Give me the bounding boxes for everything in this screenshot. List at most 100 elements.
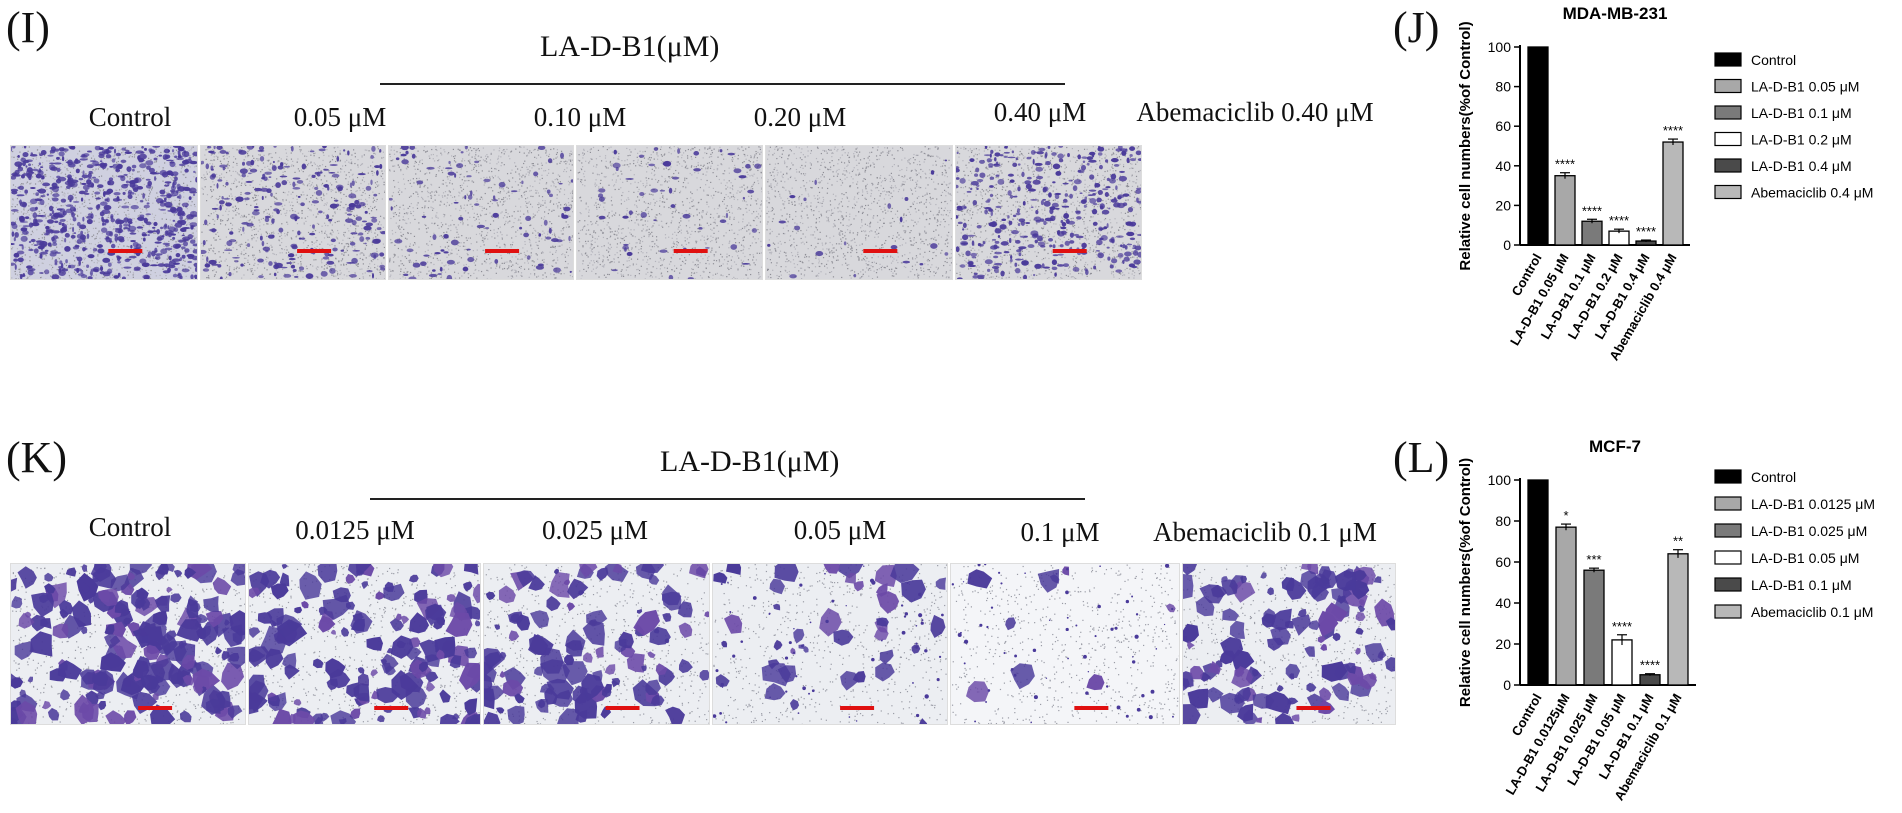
column-label-i-0: Control	[88, 102, 172, 132]
column-label-i-1: 0.05 μM	[293, 102, 387, 132]
y-tick-label: 0	[1503, 237, 1511, 253]
legend-swatch-4	[1714, 577, 1742, 592]
group-title-i: LA-D-B1(μM)	[540, 30, 720, 63]
scale-bar	[108, 249, 143, 253]
column-label-i-4: 0.40 μM	[993, 97, 1087, 127]
bar-3	[1608, 230, 1630, 246]
y-tick-label: 100	[1488, 472, 1512, 488]
bar-chart-mda-mb-231: MDA-MB-231 Relative cell numbers(%of Cont…	[1457, 4, 1873, 363]
group-title-k: LA-D-B1(μM)	[660, 445, 840, 478]
micrograph-i-2	[388, 145, 574, 280]
scale-bar	[1074, 706, 1109, 710]
scale-bar	[374, 706, 409, 710]
column-label-k-2: 0.025 μM	[542, 515, 648, 545]
column-label-i-3: 0.20 μM	[753, 102, 847, 132]
micrograph-i-5	[955, 145, 1142, 280]
legend-label-4: LA-D-B1 0.4 μM	[1751, 158, 1852, 174]
micrograph-i-1	[200, 145, 386, 280]
scale-bar	[1296, 706, 1331, 710]
legend-swatch-3	[1714, 131, 1742, 147]
y-tick-label: 60	[1495, 118, 1511, 134]
bar-1	[1555, 526, 1577, 686]
legend-swatch-3	[1714, 550, 1742, 565]
legend-swatch-5	[1714, 604, 1742, 619]
bar-5	[1667, 553, 1689, 686]
y-tick-label: 40	[1495, 595, 1511, 611]
scale-bar	[138, 706, 173, 710]
legend-label-5: Abemaciclib 0.1 μM	[1751, 604, 1873, 620]
column-label-k-3: 0.05 μM	[793, 515, 887, 545]
scale-bar	[605, 706, 640, 710]
legend-swatch-2	[1714, 105, 1742, 120]
bar-5	[1662, 141, 1684, 246]
legend-swatch-5	[1714, 184, 1742, 200]
y-tick-label: 20	[1495, 636, 1511, 652]
y-tick-label: 40	[1495, 158, 1511, 174]
column-label-k-5: Abemaciclib 0.1 μM	[1153, 517, 1377, 547]
significance-marker: ****	[1612, 619, 1632, 634]
chart-title: MDA-MB-231	[1563, 4, 1668, 23]
bar-0	[1527, 479, 1549, 686]
significance-marker: **	[1673, 534, 1683, 549]
significance-marker: ****	[1582, 203, 1602, 218]
panel-label-j: (J)	[1393, 3, 1440, 52]
y-tick-label: 100	[1488, 39, 1512, 55]
legend-swatch-0	[1714, 469, 1742, 484]
panel-label-l: (L)	[1393, 433, 1450, 482]
significance-marker: *	[1563, 508, 1568, 523]
bar-3	[1611, 639, 1633, 686]
significance-marker: ****	[1640, 658, 1660, 673]
micrograph-i-0	[10, 145, 198, 280]
legend-swatch-1	[1714, 496, 1742, 511]
legend-label-5: Abemaciclib 0.4 μM	[1751, 185, 1873, 201]
significance-marker: ****	[1609, 213, 1629, 228]
micrograph-i-4	[765, 145, 953, 280]
bar-4	[1639, 674, 1661, 686]
y-tick-label: 0	[1503, 677, 1511, 693]
significance-marker: ****	[1663, 123, 1683, 138]
scale-bar	[673, 249, 708, 253]
bar-0	[1527, 46, 1549, 246]
column-label-k-1: 0.0125 μM	[295, 515, 415, 545]
chart-title: MCF-7	[1589, 437, 1641, 456]
column-label-i-5: Abemaciclib 0.40 μM	[1136, 97, 1374, 127]
significance-marker: ****	[1555, 157, 1575, 172]
scale-bar	[485, 249, 520, 253]
y-tick-label: 80	[1495, 79, 1511, 95]
legend-swatch-1	[1714, 78, 1742, 94]
scale-bar	[840, 706, 875, 710]
y-tick-label: 80	[1495, 513, 1511, 529]
bar-2	[1583, 569, 1605, 686]
legend-swatch-2	[1714, 523, 1742, 538]
panel-label-k: (K)	[6, 433, 68, 482]
micrograph-k-2	[483, 563, 710, 725]
legend-label-2: LA-D-B1 0.1 μM	[1751, 105, 1852, 121]
legend-swatch-4	[1714, 158, 1742, 173]
legend-label-0: Control	[1751, 469, 1796, 485]
bracket-line-i	[380, 83, 1065, 85]
micrograph-k-4	[950, 563, 1180, 725]
micrograph-k-3	[712, 563, 948, 725]
y-axis-label: Relative cell numbers(%of Control)	[1457, 458, 1474, 707]
legend-label-2: LA-D-B1 0.025 μM	[1751, 523, 1867, 539]
bar-2	[1581, 220, 1603, 246]
column-label-k-0: Control	[88, 512, 172, 542]
legend-label-1: LA-D-B1 0.0125 μM	[1751, 496, 1875, 512]
y-tick-label: 60	[1495, 554, 1511, 570]
legend-label-1: LA-D-B1 0.05 μM	[1751, 79, 1859, 95]
column-label-i-2: 0.10 μM	[533, 102, 627, 132]
legend-swatch-0	[1714, 52, 1742, 67]
legend-label-3: LA-D-B1 0.2 μM	[1751, 132, 1852, 148]
y-tick-label: 20	[1495, 197, 1511, 213]
legend-label-0: Control	[1751, 52, 1796, 68]
micrograph-k-0	[10, 563, 246, 725]
legend-label-3: LA-D-B1 0.05 μM	[1751, 550, 1859, 566]
panel-label-i: (I)	[6, 3, 50, 52]
micrograph-k-1	[248, 563, 481, 725]
y-axis-label: Relative cell numbers(%of Control)	[1457, 21, 1474, 270]
micrograph-k-5	[1182, 563, 1396, 725]
legend-label-4: LA-D-B1 0.1 μM	[1751, 577, 1852, 593]
bar-1	[1554, 175, 1576, 246]
bracket-line-k	[370, 498, 1085, 500]
scale-bar	[297, 249, 332, 253]
